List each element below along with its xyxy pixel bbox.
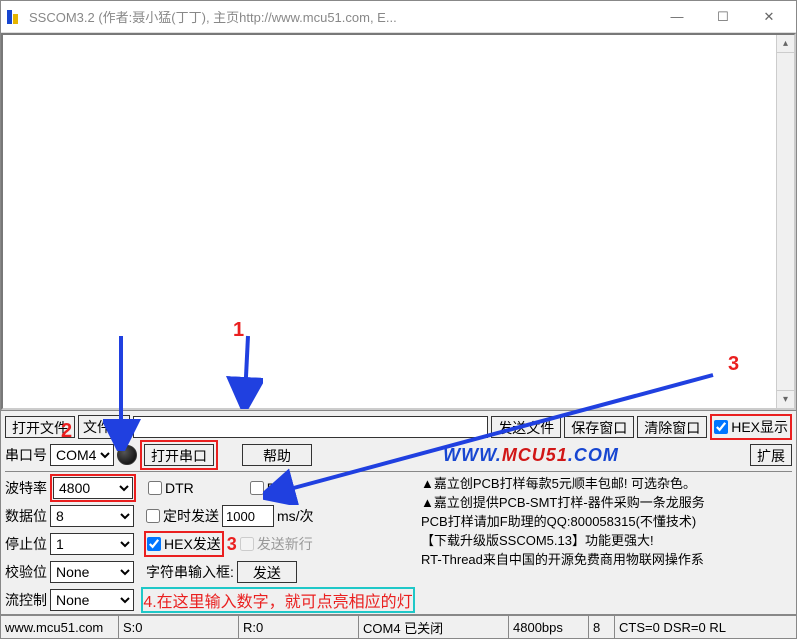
annotation-3a: 3	[728, 353, 739, 376]
file-name-input[interactable]	[133, 416, 488, 438]
ad-line: ▲嘉立创提供PCB-SMT打样-器件采购一条龙服务	[421, 493, 792, 512]
databits-select[interactable]: 8	[50, 505, 134, 527]
send-button[interactable]: 发送	[237, 561, 297, 583]
extend-button[interactable]: 扩展	[750, 444, 792, 466]
status-url: www.mcu51.com	[1, 616, 119, 638]
annotation-3b: 3	[227, 534, 237, 555]
file-row: 打开文件 文件名 发送文件 保存窗口 清除窗口 HEX显示	[5, 413, 792, 441]
maximize-button[interactable]: ☐	[700, 2, 746, 32]
timed-send-checkbox[interactable]: 定时发送	[146, 506, 219, 526]
status-signals: CTS=0 DSR=0 RL	[615, 616, 796, 638]
minimize-button[interactable]: —	[654, 2, 700, 32]
window-title: SSCOM3.2 (作者:聂小猛(丁丁), 主页http://www.mcu51…	[29, 7, 654, 26]
baud-select[interactable]: 4800	[53, 477, 133, 499]
status-baud: 4800bps	[509, 616, 589, 638]
parity-select[interactable]: None	[50, 561, 134, 583]
open-file-button[interactable]: 打开文件	[5, 416, 75, 438]
flow-select[interactable]: None	[50, 589, 134, 611]
status-bar: www.mcu51.com S:0 R:0 COM4 已关闭 4800bps 8…	[1, 614, 796, 638]
scroll-down-icon[interactable]: ▾	[777, 390, 794, 408]
scroll-up-icon[interactable]: ▴	[777, 35, 794, 53]
file-name-label: 文件名	[78, 415, 130, 439]
com-port-label: 串口号	[5, 445, 47, 465]
string-input-label: 字符串输入框:	[146, 562, 234, 582]
control-panel: 打开文件 文件名 发送文件 保存窗口 清除窗口 HEX显示 串口号 COM4 打…	[1, 410, 796, 614]
databits-label: 数据位	[5, 506, 47, 526]
app-icon	[5, 8, 23, 26]
ad-line: PCB打样请加F助理的QQ:800058315(不懂技术)	[421, 512, 792, 531]
port-row: 串口号 COM4 打开串口 帮助 WWW.MCU51.COM 扩展	[5, 441, 792, 469]
stopbits-label: 停止位	[5, 534, 47, 554]
hex-send-checkbox[interactable]: HEX发送	[147, 534, 221, 554]
scrollbar[interactable]: ▴ ▾	[776, 35, 794, 408]
ad-panel: ▲嘉立创PCB打样每款5元顺丰包邮! 可选杂色。 ▲嘉立创提供PCB-SMT打样…	[421, 474, 792, 614]
ad-line: 【下载升级版SSCOM5.13】功能更强大!	[421, 531, 792, 550]
status-databits: 8	[589, 616, 615, 638]
annotation-1: 1	[233, 319, 244, 342]
record-icon[interactable]	[117, 445, 137, 465]
status-com: COM4 已关闭	[359, 616, 509, 638]
status-sent: S:0	[119, 616, 239, 638]
titlebar: SSCOM3.2 (作者:聂小猛(丁丁), 主页http://www.mcu51…	[1, 1, 796, 33]
flow-label: 流控制	[5, 590, 47, 610]
help-button[interactable]: 帮助	[242, 444, 312, 466]
save-window-button[interactable]: 保存窗口	[564, 416, 634, 438]
rts-checkbox[interactable]: RTS	[250, 480, 295, 496]
annotation-note-4: 4.在这里输入数字，就可点亮相应的灯	[143, 586, 413, 614]
status-recv: R:0	[239, 616, 359, 638]
dtr-checkbox[interactable]: DTR	[148, 480, 194, 496]
hex-display-input[interactable]	[714, 420, 728, 434]
terminal-output: ▴ ▾ 1 2 3	[1, 33, 796, 410]
parity-label: 校验位	[5, 562, 47, 582]
baud-label: 波特率	[5, 478, 47, 498]
hex-display-checkbox[interactable]: HEX显示	[710, 414, 792, 440]
brand-link[interactable]: WWW.MCU51.COM	[315, 445, 747, 466]
close-button[interactable]: ✕	[746, 2, 792, 32]
send-file-button[interactable]: 发送文件	[491, 416, 561, 438]
timed-ms-input[interactable]	[222, 505, 274, 527]
ad-line: RT-Thread来自中国的开源免费商用物联网操作系	[421, 550, 792, 569]
com-port-select[interactable]: COM4	[50, 444, 114, 466]
arrow-1	[223, 331, 263, 409]
stopbits-select[interactable]: 1	[50, 533, 134, 555]
open-port-button[interactable]: 打开串口	[144, 444, 214, 466]
timed-unit-label: ms/次	[277, 506, 314, 526]
clear-window-button[interactable]: 清除窗口	[637, 416, 707, 438]
ad-line: ▲嘉立创PCB打样每款5元顺丰包邮! 可选杂色。	[421, 474, 792, 493]
send-newline-checkbox[interactable]: 发送新行	[240, 534, 313, 554]
